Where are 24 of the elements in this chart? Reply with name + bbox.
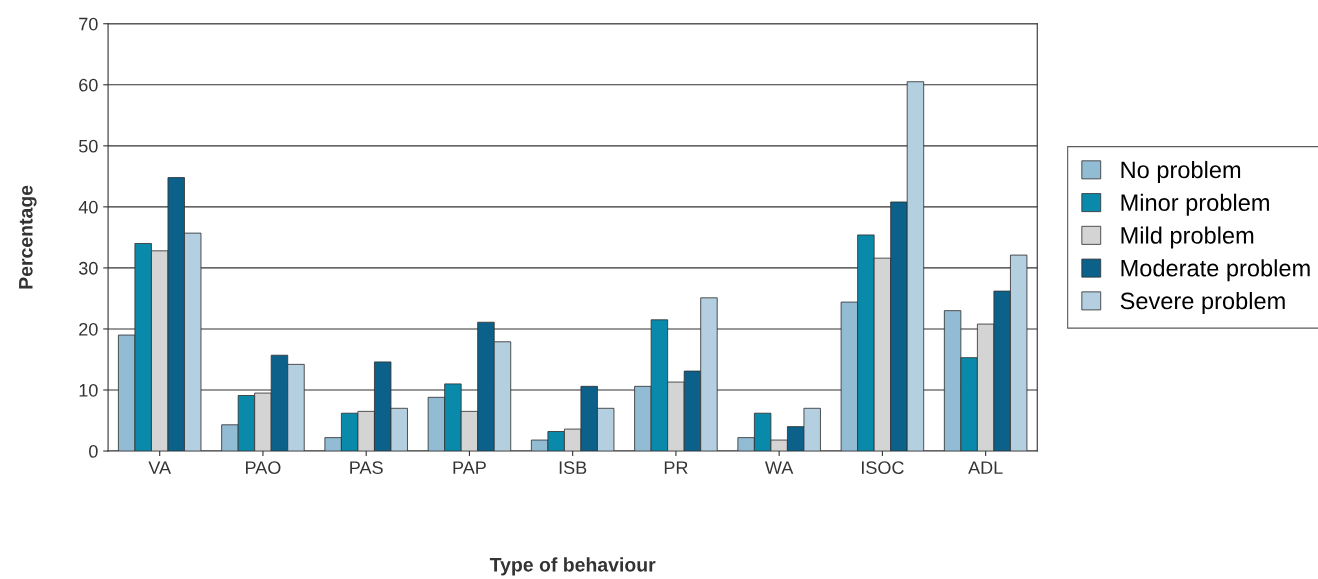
y-tick-label: 20 bbox=[79, 322, 98, 336]
y-tick-label: 70 bbox=[79, 17, 98, 31]
y-tick-label: 30 bbox=[78, 261, 98, 275]
legend-label: Moderate problem bbox=[1121, 259, 1310, 282]
x-tick-label: WA bbox=[765, 461, 794, 474]
x-tick-label: PAP bbox=[453, 461, 486, 474]
legend-label: Severe problem bbox=[1120, 291, 1285, 314]
y-tick-label: 40 bbox=[78, 200, 98, 214]
x-tick-label: ISB bbox=[559, 461, 587, 475]
y-axis-title: Percentage bbox=[19, 185, 37, 289]
y-tick-label: 10 bbox=[79, 383, 98, 397]
legend-label: Mild problem bbox=[1121, 226, 1254, 249]
x-tick-label: PR bbox=[664, 461, 688, 474]
x-tick-label: VA bbox=[148, 461, 172, 474]
legend-label: No problem bbox=[1121, 160, 1241, 183]
y-tick-label: 50 bbox=[78, 139, 98, 153]
y-tick-label: 0 bbox=[89, 444, 98, 458]
x-tick-label: PAO bbox=[246, 461, 281, 475]
x-axis-title: Type of behaviour bbox=[489, 557, 656, 576]
x-tick-label: ADL bbox=[968, 461, 1003, 474]
legend-label: Minor problem bbox=[1121, 193, 1269, 216]
x-tick-label: PAS bbox=[350, 461, 383, 475]
y-tick-label: 60 bbox=[79, 78, 98, 92]
x-tick-label: ISOC bbox=[862, 461, 904, 475]
